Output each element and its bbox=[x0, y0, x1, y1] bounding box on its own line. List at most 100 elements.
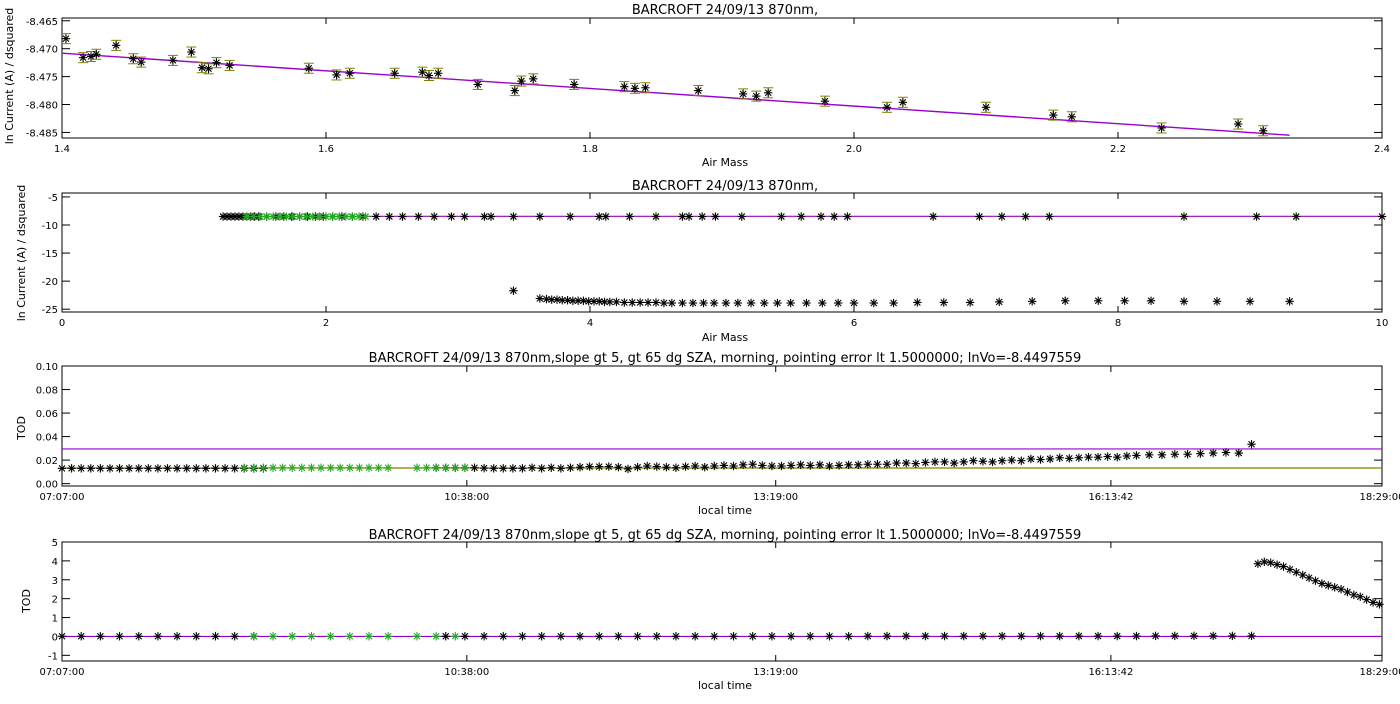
data-point bbox=[965, 298, 975, 307]
data-point bbox=[1055, 631, 1064, 641]
data-point bbox=[833, 298, 843, 308]
data-point bbox=[563, 296, 572, 305]
data-point bbox=[1245, 297, 1255, 306]
data-point bbox=[1234, 448, 1243, 458]
data-point bbox=[1228, 631, 1237, 641]
data-point bbox=[930, 457, 940, 467]
data-point bbox=[758, 461, 767, 470]
data-point bbox=[569, 80, 579, 89]
data-point bbox=[623, 464, 633, 474]
data-point bbox=[220, 464, 230, 473]
data-point bbox=[901, 631, 911, 641]
data-point bbox=[777, 461, 786, 471]
data-point bbox=[1279, 562, 1288, 571]
data-point bbox=[873, 460, 882, 469]
data-point bbox=[460, 212, 469, 221]
data-point bbox=[719, 461, 729, 470]
selected-point bbox=[335, 463, 345, 472]
data-point bbox=[997, 631, 1007, 641]
data-point bbox=[529, 74, 538, 84]
data-point bbox=[1028, 297, 1037, 306]
y-tick-label: -20 bbox=[42, 277, 58, 288]
data-point bbox=[633, 462, 642, 472]
data-point bbox=[767, 632, 777, 641]
data-point bbox=[773, 298, 782, 308]
data-point bbox=[1120, 296, 1129, 305]
data-point bbox=[764, 88, 773, 97]
data-point bbox=[995, 297, 1004, 307]
x-tick-label: 0 bbox=[59, 318, 65, 329]
data-point bbox=[830, 212, 839, 221]
data-point bbox=[806, 461, 815, 470]
data-point bbox=[192, 464, 201, 473]
data-point bbox=[1362, 595, 1371, 604]
panel-title: BARCROFT 24/09/13 870nm,slope gt 5, gt 6… bbox=[369, 351, 1082, 366]
data-point bbox=[230, 632, 239, 641]
x-tick-label: 2.0 bbox=[846, 144, 862, 155]
data-point bbox=[61, 34, 71, 43]
data-point bbox=[710, 461, 719, 471]
data-point bbox=[1017, 456, 1026, 465]
y-tick-label: -25 bbox=[42, 305, 58, 316]
data-point bbox=[1146, 296, 1156, 305]
data-point bbox=[642, 461, 652, 471]
data-point bbox=[1094, 296, 1103, 305]
data-point bbox=[441, 632, 450, 641]
x-tick-label: 8 bbox=[1115, 318, 1121, 329]
y-tick-label: -5 bbox=[48, 193, 58, 204]
selected-point bbox=[326, 463, 335, 472]
data-point bbox=[172, 632, 182, 641]
panel-airmass-full: BARCROFT 24/09/13 870nm, Air Mass ln Cur… bbox=[15, 179, 1388, 344]
data-point bbox=[187, 47, 196, 57]
data-point bbox=[844, 632, 853, 641]
selected-point bbox=[278, 463, 287, 472]
data-point bbox=[556, 464, 566, 473]
y-tick-label: 0 bbox=[52, 632, 58, 643]
data-point bbox=[129, 54, 138, 63]
data-point bbox=[652, 462, 661, 471]
y-tick-label: 0.00 bbox=[36, 480, 58, 491]
data-point bbox=[460, 632, 470, 641]
data-point bbox=[486, 212, 496, 221]
data-point bbox=[390, 69, 399, 78]
selected-point bbox=[321, 212, 331, 221]
x-tick-label: 4 bbox=[587, 318, 593, 329]
data-point bbox=[721, 298, 731, 308]
selected-point bbox=[259, 463, 268, 472]
data-point bbox=[854, 460, 863, 470]
data-point bbox=[988, 457, 997, 467]
x-tick-label: 10 bbox=[1376, 318, 1389, 329]
data-point bbox=[786, 632, 796, 641]
data-point bbox=[1103, 452, 1112, 461]
y-tick-label: 4 bbox=[52, 557, 58, 568]
data-point bbox=[1179, 212, 1189, 221]
y-axis-label: ln Current (A) / dsquared bbox=[15, 185, 28, 322]
data-point bbox=[1253, 559, 1263, 568]
data-point bbox=[969, 456, 978, 465]
data-point bbox=[424, 71, 434, 80]
data-point bbox=[230, 464, 239, 473]
data-point bbox=[978, 631, 988, 641]
x-tick-label: 6 bbox=[851, 318, 857, 329]
data-point bbox=[614, 462, 623, 472]
data-point bbox=[509, 286, 518, 295]
selected-point bbox=[326, 632, 335, 641]
data-point bbox=[748, 632, 757, 641]
data-point bbox=[1045, 454, 1055, 464]
selected-point bbox=[288, 463, 297, 472]
y-tick-label: -8.465 bbox=[26, 17, 58, 28]
data-point bbox=[834, 461, 844, 470]
data-point bbox=[1145, 450, 1154, 460]
selected-point bbox=[451, 463, 460, 472]
selected-point bbox=[422, 463, 431, 472]
data-point bbox=[815, 460, 825, 470]
data-point bbox=[651, 298, 661, 307]
data-point bbox=[863, 460, 873, 469]
data-point bbox=[518, 464, 527, 473]
data-point bbox=[111, 41, 121, 50]
x-tick-label: 1.6 bbox=[318, 144, 334, 155]
data-point bbox=[633, 632, 642, 641]
plot-frame bbox=[61, 17, 1383, 139]
data-point bbox=[1247, 440, 1256, 449]
